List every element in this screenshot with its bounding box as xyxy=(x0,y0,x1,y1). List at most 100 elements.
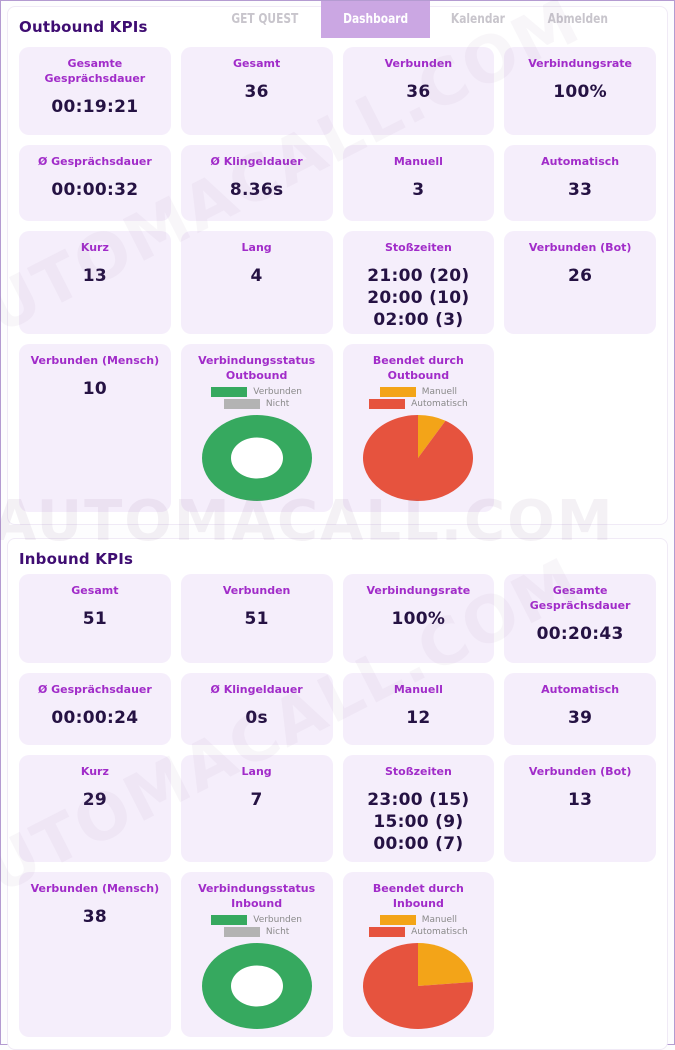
chart-inbound-status xyxy=(201,942,312,1029)
kpi-card: Automatisch 39 xyxy=(504,673,656,745)
kpi-label: Ø Klingeldauer xyxy=(210,155,303,168)
nav-tabs: GET QUEST Dashboard Kalendar Abmelden xyxy=(209,1,629,38)
kpi-value: 00:00:32 xyxy=(51,179,139,200)
outbound-header: Outbound KPIs GET QUEST Dashboard Kalendar… xyxy=(19,1,656,41)
legend-label: Verbunden xyxy=(253,386,303,397)
kpi-value: 51 xyxy=(244,608,269,629)
kpi-card: Manuell 12 xyxy=(342,673,495,745)
kpi-card: Stoßzeiten 23:00 (15) 15:00 (9) 00:00 (7) xyxy=(342,755,495,862)
tab-kalendar[interactable]: Kalendar xyxy=(430,1,526,38)
kpi-value: 100% xyxy=(553,81,607,102)
kpi-label: Kurz xyxy=(80,765,109,778)
legend-swatch xyxy=(369,398,406,409)
kpi-value: 13 xyxy=(82,265,107,286)
kpi-label: Verbunden (Mensch) xyxy=(30,354,160,367)
donut-hole xyxy=(230,437,283,479)
legend-swatch xyxy=(379,914,416,925)
kpi-value: 8.36s xyxy=(229,179,284,200)
tab-get-quest[interactable]: GET QUEST xyxy=(209,1,321,38)
kpi-card: Kurz 13 xyxy=(19,231,171,334)
kpi-value: 7 xyxy=(250,789,263,810)
kpi-value: 13 xyxy=(567,789,593,810)
kpi-value: 100% xyxy=(391,608,446,629)
kpi-value: 00:20:43 xyxy=(536,623,624,644)
tab-label: Kalendar xyxy=(450,12,505,27)
kpi-value: 33 xyxy=(567,179,593,200)
kpi-value: 21:00 (20) 20:00 (10) 02:00 (3) xyxy=(349,265,489,331)
kpi-card: Lang 7 xyxy=(180,755,333,862)
kpi-label: Ø Gesprächsdauer xyxy=(37,155,152,168)
kpi-label: Verbindungsrate xyxy=(366,584,471,597)
kpi-card: Verbunden 51 xyxy=(180,574,333,663)
chart-legend: Manuell Automatisch xyxy=(349,386,489,409)
chart-title: Beendet durch Inbound xyxy=(372,882,464,910)
kpi-label: Gesamt xyxy=(71,584,119,597)
legend-swatch xyxy=(223,398,260,409)
kpi-value: 51 xyxy=(82,608,107,629)
kpi-value-line: 15:00 (9) xyxy=(373,811,464,832)
tab-dashboard[interactable]: Dashboard xyxy=(320,1,430,38)
kpi-card: Verbunden (Bot) 13 xyxy=(504,755,656,862)
legend-row: Manuell xyxy=(349,914,489,925)
kpi-value-line: 21:00 (20) xyxy=(367,265,470,286)
donut-hole xyxy=(230,965,283,1007)
kpi-value: 0s xyxy=(245,707,268,728)
kpi-card: Ø Gesprächsdauer 00:00:32 xyxy=(19,145,171,221)
kpi-label: Verbindungsrate xyxy=(528,57,633,70)
kpi-value: 12 xyxy=(406,707,431,728)
tab-abmelden[interactable]: Abmelden xyxy=(526,1,630,38)
kpi-label: Manuell xyxy=(393,155,443,168)
kpi-card: Ø Gesprächsdauer 00:00:24 xyxy=(19,673,171,745)
chart-legend: Verbunden Nicht xyxy=(187,386,327,409)
chart-card-outbound-status: Verbindungsstatus Outbound Verbunden Nicht xyxy=(180,344,333,512)
legend-row: Nicht xyxy=(187,398,327,409)
kpi-card: Verbunden (Mensch) 10 xyxy=(19,344,171,512)
kpi-label: Stoßzeiten xyxy=(384,765,452,778)
legend-row: Automatisch xyxy=(349,926,489,937)
tab-label: Abmelden xyxy=(547,12,608,27)
kpi-card: Manuell 3 xyxy=(342,145,495,221)
kpi-card: Gesamte Gesprächsdauer 00:20:43 xyxy=(504,574,656,663)
kpi-card: Verbunden 36 xyxy=(342,47,495,135)
chart-card-inbound-status: Verbindungsstatus Inbound Verbunden Nicht xyxy=(180,872,333,1037)
kpi-label: Gesamte Gesprächsdauer xyxy=(44,57,146,85)
kpi-label: Lang xyxy=(241,241,272,254)
kpi-label: Verbunden xyxy=(222,584,291,597)
outbound-panel: Outbound KPIs GET QUEST Dashboard Kalendar… xyxy=(7,1,668,525)
legend-swatch xyxy=(369,926,406,937)
kpi-label: Ø Gesprächsdauer xyxy=(37,683,152,696)
kpi-label: Ø Klingeldauer xyxy=(210,683,303,696)
kpi-card: Gesamte Gesprächsdauer 00:19:21 xyxy=(19,47,171,135)
chart-title: Verbindungsstatus Inbound xyxy=(198,882,316,910)
inbound-kpi-grid: Gesamt 51 Verbunden 51 Verbindungsrate 100% Ge… xyxy=(19,574,656,1037)
legend-label: Automatisch xyxy=(411,398,468,409)
kpi-card: Lang 4 xyxy=(180,231,333,334)
outbound-kpi-grid: Gesamte Gesprächsdauer 00:19:21 Gesamt 36 Ve… xyxy=(19,47,656,512)
inbound-panel: Inbound KPIs Gesamt 51 Verbunden 51 Verbindu… xyxy=(7,538,668,1050)
kpi-card: Stoßzeiten 21:00 (20) 20:00 (10) 02:00 (3) xyxy=(342,231,495,334)
kpi-card: Kurz 29 xyxy=(19,755,171,862)
chart-outbound-ended xyxy=(363,414,474,501)
kpi-card: Verbunden (Mensch) 38 xyxy=(19,872,171,1037)
kpi-value-line: 23:00 (15) xyxy=(367,789,470,810)
kpi-value: 36 xyxy=(406,81,431,102)
legend-row: Nicht xyxy=(187,926,327,937)
kpi-label: Verbunden (Mensch) xyxy=(30,882,160,895)
tab-label: GET QUEST xyxy=(231,12,299,27)
kpi-label: Kurz xyxy=(80,241,109,254)
kpi-value: 00:19:21 xyxy=(51,96,139,117)
kpi-label: Manuell xyxy=(393,683,443,696)
kpi-value: 29 xyxy=(82,789,107,810)
kpi-label: Automatisch xyxy=(541,683,620,696)
kpi-label: Verbunden (Bot) xyxy=(528,765,632,778)
legend-label: Nicht xyxy=(265,926,290,937)
chart-inbound-ended xyxy=(363,942,474,1029)
chart-title: Beendet durch Outbound xyxy=(372,354,464,382)
chart-card-outbound-ended: Beendet durch Outbound Manuell Automatisch xyxy=(342,344,495,512)
legend-label: Manuell xyxy=(421,914,457,925)
kpi-value: 38 xyxy=(82,906,107,927)
legend-label: Verbunden xyxy=(253,914,303,925)
kpi-card: Verbunden (Bot) 26 xyxy=(504,231,656,334)
kpi-card: Ø Klingeldauer 0s xyxy=(180,673,333,745)
tab-label: Dashboard xyxy=(342,12,408,27)
